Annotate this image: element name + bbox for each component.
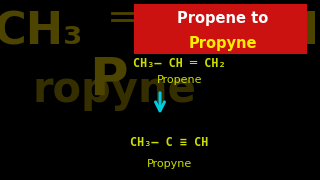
Text: CH₃: CH₃ bbox=[0, 11, 83, 54]
Text: ropyne: ropyne bbox=[32, 69, 196, 111]
Text: CH₃— C ≡ CH: CH₃— C ≡ CH bbox=[131, 136, 209, 149]
Text: Propene to: Propene to bbox=[177, 10, 268, 26]
Text: Propene: Propene bbox=[156, 75, 202, 85]
FancyBboxPatch shape bbox=[134, 4, 307, 54]
Text: CH₃— CH ═ CH₂: CH₃— CH ═ CH₂ bbox=[133, 57, 226, 70]
Text: CH₂: CH₂ bbox=[250, 11, 320, 54]
Text: P: P bbox=[90, 55, 128, 107]
Text: Propyne: Propyne bbox=[147, 159, 192, 169]
Text: Propyne: Propyne bbox=[188, 36, 257, 51]
